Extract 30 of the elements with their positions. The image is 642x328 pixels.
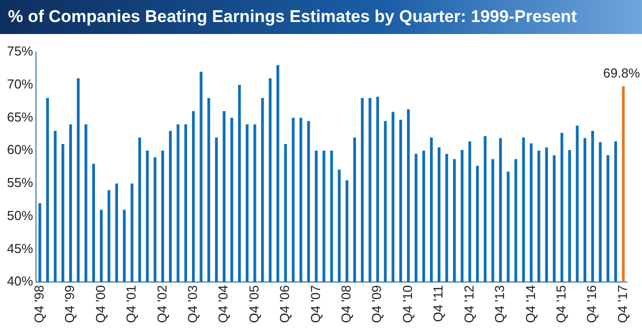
x-tick-label: Q4 '05 <box>246 285 262 324</box>
x-tick-label: Q4 '00 <box>92 285 108 324</box>
x-tick-label: Q4 '98 <box>31 285 46 324</box>
x-tick-label: Q4 '99 <box>62 285 78 324</box>
x-tick-label: Q4 '17 <box>614 285 630 324</box>
x-tick-label: Q4 '01 <box>124 285 139 324</box>
y-tick-label: 45% <box>6 240 34 256</box>
x-tick-label: Q4 '08 <box>338 285 354 324</box>
x-tick-label: Q4 '06 <box>277 285 292 324</box>
y-tick-label: 60% <box>6 142 34 158</box>
x-tick-label: Q4 '16 <box>584 285 600 324</box>
data-label: 69.8% <box>603 65 640 80</box>
x-tick-label: Q4 '13 <box>492 285 508 324</box>
x-tick-label: Q4 '15 <box>553 285 568 324</box>
x-tick-label: Q4 '14 <box>522 285 538 324</box>
x-tick-label: Q4 '11 <box>430 285 446 322</box>
x-tick-label: Q4 '12 <box>461 285 476 324</box>
x-tick-label: Q4 '02 <box>154 285 170 324</box>
y-tick-label: 40% <box>6 274 34 289</box>
y-tick-label: 55% <box>6 175 34 190</box>
chart-title: % of Companies Beating Earnings Estimates by Quarter: 1999-Present <box>0 0 642 34</box>
x-tick-label: Q4 '09 <box>369 285 384 324</box>
x-tick-label: Q4 '04 <box>216 285 231 324</box>
y-tick-label: 70% <box>6 76 34 92</box>
y-tick-label: 75% <box>6 44 34 59</box>
y-tick-label: 65% <box>6 109 34 124</box>
y-tick-label: 50% <box>6 208 34 223</box>
x-tick-label: Q4 '03 <box>184 285 200 324</box>
x-tick-label: Q4 '10 <box>400 285 415 324</box>
x-tick-label: Q4 '07 <box>308 285 323 324</box>
